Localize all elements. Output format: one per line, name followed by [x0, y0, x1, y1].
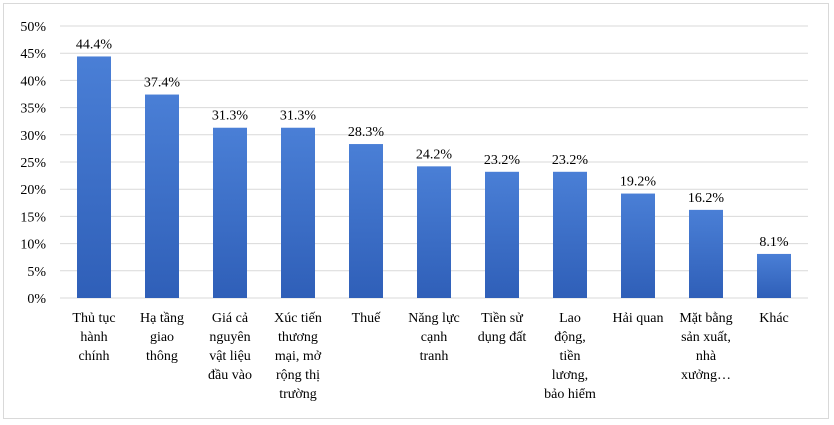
data-label: 23.2% — [484, 153, 521, 168]
category-label-line: cạnh — [421, 330, 447, 345]
category-label-line: Hải quan — [613, 311, 664, 326]
category-label-line: hành — [80, 330, 107, 345]
bar — [281, 127, 315, 298]
bar — [417, 166, 451, 298]
data-labels: 44.4% 37.4% 31.3% 31.3% 28.3% 24.2% 23.2% 23.2%… — [76, 37, 789, 249]
y-tick-label: 5% — [27, 265, 46, 280]
category-label-line: Năng lực — [408, 311, 460, 326]
y-tick-label: 15% — [20, 210, 46, 225]
y-tick-label: 25% — [20, 156, 46, 171]
category-label-line: thông — [146, 349, 178, 364]
bars — [77, 56, 791, 298]
category-label-line: sản xuất, — [681, 330, 731, 345]
data-label: 24.2% — [416, 147, 453, 162]
category-label-line: lương, — [552, 368, 588, 383]
category-label-line: Khác — [759, 311, 789, 326]
bar — [689, 209, 723, 298]
category-label-line: đầu vào — [208, 368, 252, 383]
category-labels: Thủ tục hành chính Hạ tầng giao thông Giá cả ng… — [72, 311, 788, 402]
category-label-line: Xúc tiến — [274, 311, 322, 326]
category-label-line: mại, mở — [275, 349, 322, 364]
bar — [145, 94, 179, 298]
category-label: Xúc tiến thương mại, mở rộng thị trường — [274, 311, 322, 402]
category-label-line: vật liệu — [209, 349, 251, 364]
category-label: Hải quan — [613, 311, 664, 326]
bar — [77, 56, 111, 298]
category-label-line: tranh — [420, 349, 449, 364]
data-label: 44.4% — [76, 37, 113, 52]
y-tick-label: 20% — [20, 183, 46, 198]
category-label-line: Giá cả — [212, 311, 249, 326]
y-tick-label: 40% — [20, 74, 46, 89]
bar — [213, 127, 247, 298]
data-label: 8.1% — [759, 235, 789, 250]
category-label: Tiền sử dụng đất — [478, 311, 527, 345]
category-label: Hạ tầng giao thông — [140, 311, 184, 364]
y-tick-label: 10% — [20, 238, 46, 253]
y-tick-label: 35% — [20, 102, 46, 117]
category-label-line: xưởng… — [681, 368, 731, 383]
data-label: 37.4% — [144, 76, 181, 91]
y-axis-ticks: 0% 5% 10% 15% 20% 25% 30% 35% 40% 45% 50% — [20, 20, 46, 307]
bar — [349, 144, 383, 298]
bar — [485, 171, 519, 298]
category-label: Thuế — [352, 311, 382, 326]
category-label-line: chính — [78, 349, 109, 364]
category-label: Giá cả nguyên vật liệu đầu vào — [208, 311, 252, 383]
category-label-line: trường — [279, 387, 317, 402]
category-label-line: bảo hiểm — [544, 387, 596, 402]
data-label: 31.3% — [280, 109, 317, 124]
category-label-line: Thuế — [352, 311, 382, 326]
bar — [757, 253, 791, 298]
category-label: Lao động, tiền lương, bảo hiểm — [544, 311, 596, 402]
category-label-line: Mặt bằng — [679, 311, 732, 326]
category-label-line: Tiền sử — [481, 311, 523, 326]
category-label-line: tiền — [560, 349, 581, 364]
category-label: Khác — [759, 311, 789, 326]
category-label: Năng lực cạnh tranh — [408, 311, 460, 364]
category-label-line: giao — [150, 330, 174, 345]
data-label: 28.3% — [348, 125, 385, 140]
category-label: Mặt bằng sản xuất, nhà xưởng… — [679, 311, 732, 383]
data-label: 31.3% — [212, 109, 249, 124]
bar — [621, 193, 655, 298]
category-label: Thủ tục hành chính — [72, 311, 115, 364]
y-tick-label: 45% — [20, 47, 46, 62]
category-label-line: Thủ tục — [72, 311, 115, 326]
data-label: 16.2% — [688, 191, 725, 206]
data-label: 19.2% — [620, 175, 657, 190]
bar — [553, 171, 587, 298]
category-label-line: dụng đất — [478, 330, 527, 345]
gridlines — [60, 25, 808, 299]
category-label-line: Lao — [559, 311, 581, 326]
category-label-line: rộng thị — [276, 368, 320, 383]
y-tick-label: 50% — [20, 20, 46, 35]
data-label: 23.2% — [552, 153, 589, 168]
y-tick-label: 30% — [20, 129, 46, 144]
category-label-line: Hạ tầng — [140, 311, 184, 326]
category-label-line: nguyên — [209, 330, 250, 345]
category-label-line: nhà — [696, 349, 717, 364]
category-label-line: động, — [554, 330, 586, 345]
y-tick-label: 0% — [27, 292, 46, 307]
category-label-line: thương — [278, 330, 318, 345]
